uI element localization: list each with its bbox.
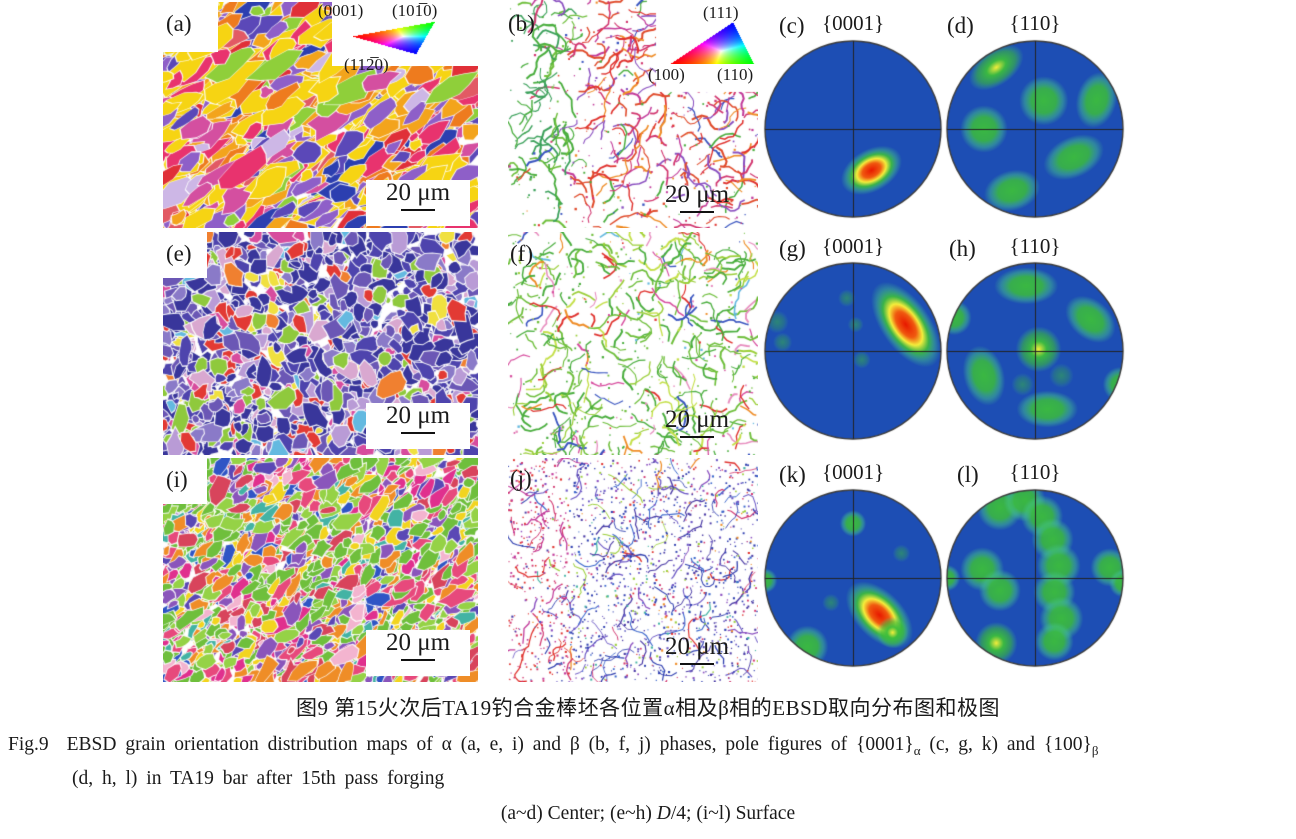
panel-label-i: (i) [166,467,188,492]
scale-bar-a: 20 μm [366,179,470,226]
pole-title-l: {110} [1009,460,1061,484]
pole-title-d: {110} [1009,11,1061,35]
ipf-alpha-triangle [353,19,435,55]
panel-label-k: (k) [779,462,806,487]
caption-english-line1: Fig.9 EBSD grain orientation distribution… [8,734,1099,759]
notch-i-top-left [163,458,207,504]
panel-label-g: (g) [779,236,806,261]
scale-bar-b: 20 μm [645,181,749,226]
scale-label-i: 20 μm [385,629,451,656]
scale-line-b [680,211,714,214]
panel-label-h: (h) [949,236,976,261]
caption-note-part2: /4; (i~l) Surface [670,803,796,824]
scale-label-e: 20 μm [385,402,451,429]
panel-label-l: (l) [957,462,979,487]
scale-label-a: 20 μm [385,179,451,206]
pole-figure-d-canvas [943,37,1127,221]
scale-line-e [401,432,435,435]
scale-label-b: 20 μm [664,181,730,208]
ipf-alpha-label-0001: (0001) [318,1,364,20]
caption-subscript-beta: β [1091,743,1099,758]
scale-bar-i: 20 μm [366,629,470,676]
scale-line-i [401,659,435,662]
panel-label-f: (f) [510,241,533,266]
caption-en-part1: EBSD grain orientation distribution maps… [66,734,914,755]
pole-figure-k-canvas [761,486,945,670]
scale-label-j: 20 μm [664,633,730,660]
caption-subscript-alpha: α [913,743,921,758]
panel-label-j: (j) [510,466,532,491]
pole-title-k: {0001} [822,460,885,484]
scale-line-a [401,209,435,212]
caption-chinese: 图9 第15火次后TA19钓合金棒坯各位置α相及β相的EBSD取向分布图和极图 [296,696,1000,720]
pole-title-c: {0001} [822,11,885,35]
scale-line-f [680,436,714,439]
caption-english-line2: (d, h, l) in TA19 bar after 15th pass fo… [72,768,445,789]
panel-label-b: (b) [508,11,535,36]
caption-en-part2: (c, g, k) and {100} [920,734,1092,755]
caption-note-part1: (a~d) Center; (e~h) [500,803,657,824]
panel-label-a: (a) [166,11,192,36]
caption-figure-number: Fig.9 [8,734,49,755]
ipf-beta-triangle [666,22,756,64]
scale-bar-e: 20 μm [366,402,470,449]
ipf-beta-label-100: (100) [648,65,685,84]
panel-label-c: (c) [779,13,805,38]
panel-label-e: (e) [166,241,192,266]
ipf-beta-label-111: (111) [703,3,739,22]
pole-title-h: {110} [1009,234,1061,258]
pole-figure-g-canvas [761,259,945,443]
notch-a-top-left [163,2,218,52]
pole-title-g: {0001} [822,234,885,258]
pole-figure-c-canvas [761,37,945,221]
scale-bar-f: 20 μm [645,406,749,451]
scale-bar-j: 20 μm [645,633,749,678]
ipf-beta-label-110: (110) [717,65,754,84]
ebsd-map-j-canvas [508,458,758,682]
notch-e-top-left [163,232,207,278]
scale-line-j [680,663,714,666]
panel-label-d: (d) [947,13,974,38]
ipf-alpha-label-1120: (112̅0) [344,55,389,74]
caption-note-italic-d: D [656,803,671,824]
scale-label-f: 20 μm [664,406,730,433]
pole-figure-l-canvas [943,486,1127,670]
caption-note: (a~d) Center; (e~h) D/4; (i~l) Surface [0,803,1296,825]
ebsd-map-f-canvas [508,232,758,455]
pole-figure-h-canvas [943,259,1127,443]
ipf-alpha-label-1010: (101̅0) [392,1,438,20]
